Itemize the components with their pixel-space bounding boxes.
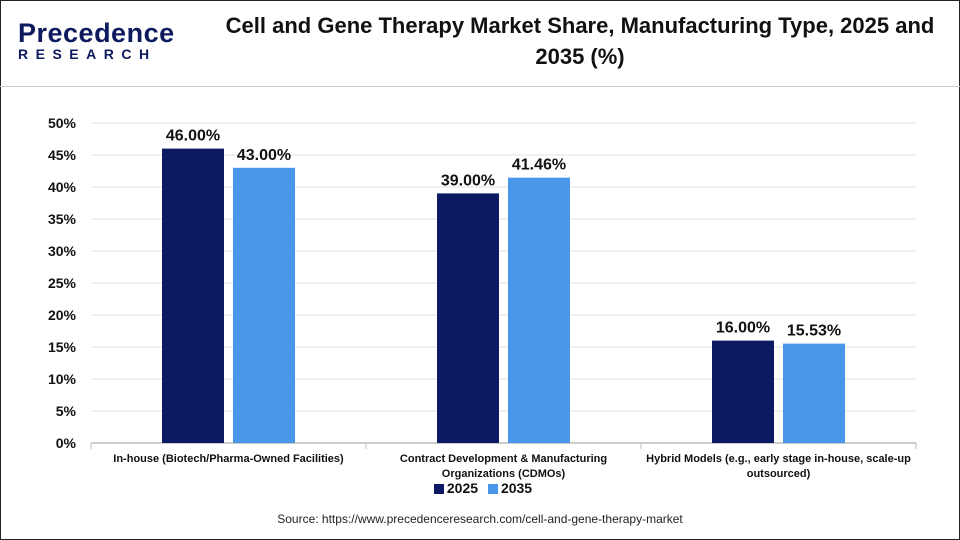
logo: Precedence RESEARCH [18, 18, 175, 63]
y-tick-label: 45% [48, 147, 77, 163]
header-divider [0, 86, 960, 87]
y-tick-label: 25% [48, 275, 77, 291]
x-category-label: Contract Development & Manufacturing Org… [399, 453, 608, 480]
x-category-label: In-house (Biotech/Pharma-Owned Facilitie… [113, 453, 344, 465]
y-tick-label: 30% [48, 243, 77, 259]
legend-label-2035: 2035 [500, 480, 533, 496]
y-tick-label: 15% [48, 339, 77, 355]
y-tick-label: 10% [48, 371, 77, 387]
y-tick-label: 0% [56, 435, 77, 451]
bar-2025 [437, 193, 499, 443]
legend-label-2025: 2025 [446, 480, 479, 496]
y-tick-label: 5% [56, 403, 77, 419]
data-label: 15.53% [787, 323, 841, 340]
bar-2025 [712, 340, 774, 443]
y-tick-label: 50% [48, 115, 77, 131]
y-tick-label: 35% [48, 211, 77, 227]
x-category-label: Hybrid Models (e.g., early stage in-hous… [646, 453, 911, 480]
data-label: 16.00% [716, 320, 770, 337]
data-label: 39.00% [441, 172, 495, 189]
source-note: Source: https://www.precedenceresearch.c… [277, 512, 683, 526]
data-label: 43.00% [237, 147, 291, 164]
data-label: 41.46% [512, 157, 566, 174]
logo-subtext: RESEARCH [18, 46, 157, 62]
bar-2035 [783, 343, 845, 443]
bar-2035 [508, 177, 570, 443]
legend-swatch-2025 [433, 484, 444, 494]
bar-2035 [233, 167, 295, 444]
logo-text: Precedence [18, 18, 175, 48]
y-tick-label: 40% [48, 179, 77, 195]
legend-swatch-2035 [487, 484, 498, 494]
chart-title: Cell and Gene Therapy Market Share, Manu… [225, 13, 935, 69]
bar-2025 [162, 148, 224, 443]
legend: 2025 2035 [0, 480, 960, 496]
y-tick-label: 20% [48, 307, 77, 323]
data-label: 46.00% [166, 128, 220, 145]
